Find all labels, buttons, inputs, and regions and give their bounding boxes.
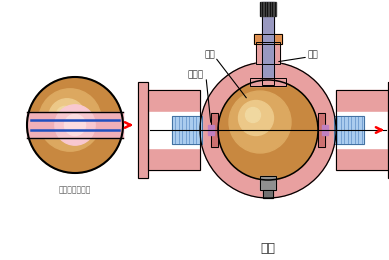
Bar	[172, 116, 202, 144]
Text: 球体俧视剑面图: 球体俧视剑面图	[59, 185, 91, 194]
Bar	[336, 90, 388, 170]
Text: 球体: 球体	[205, 50, 216, 60]
Text: 球阀: 球阀	[261, 242, 275, 255]
Text: 密封座: 密封座	[188, 70, 204, 80]
Text: 阀杆: 阀杆	[308, 50, 319, 60]
Circle shape	[229, 91, 291, 153]
Bar	[262, 2, 274, 85]
Bar	[260, 176, 276, 190]
Bar	[260, 2, 276, 16]
Bar	[318, 113, 325, 147]
Bar	[138, 82, 148, 178]
Bar	[211, 113, 218, 147]
Bar	[250, 78, 286, 86]
Circle shape	[200, 62, 336, 198]
Bar	[256, 42, 280, 64]
Bar	[250, 78, 286, 86]
Bar	[254, 34, 282, 44]
Bar	[334, 116, 364, 144]
Bar	[388, 82, 389, 178]
Bar	[208, 125, 214, 135]
Bar	[262, 2, 274, 85]
Bar	[336, 112, 389, 148]
Bar	[148, 90, 200, 170]
Circle shape	[56, 106, 74, 124]
Bar	[211, 113, 218, 147]
Bar	[263, 190, 273, 198]
Bar	[146, 112, 200, 148]
Bar	[388, 82, 389, 178]
Bar	[254, 34, 282, 44]
Bar	[322, 125, 328, 135]
Bar	[334, 116, 364, 144]
Bar	[172, 116, 202, 144]
Circle shape	[218, 80, 318, 180]
Circle shape	[65, 114, 86, 135]
Bar	[27, 112, 123, 138]
Circle shape	[55, 105, 95, 145]
Bar	[138, 82, 148, 178]
Bar	[260, 176, 276, 190]
Circle shape	[49, 99, 85, 135]
Bar	[256, 42, 280, 64]
Circle shape	[245, 107, 261, 122]
Bar	[318, 113, 325, 147]
Bar	[148, 90, 200, 170]
Circle shape	[27, 77, 123, 173]
Circle shape	[238, 101, 273, 135]
Circle shape	[39, 89, 101, 151]
Bar	[263, 190, 273, 198]
Bar	[336, 90, 388, 170]
